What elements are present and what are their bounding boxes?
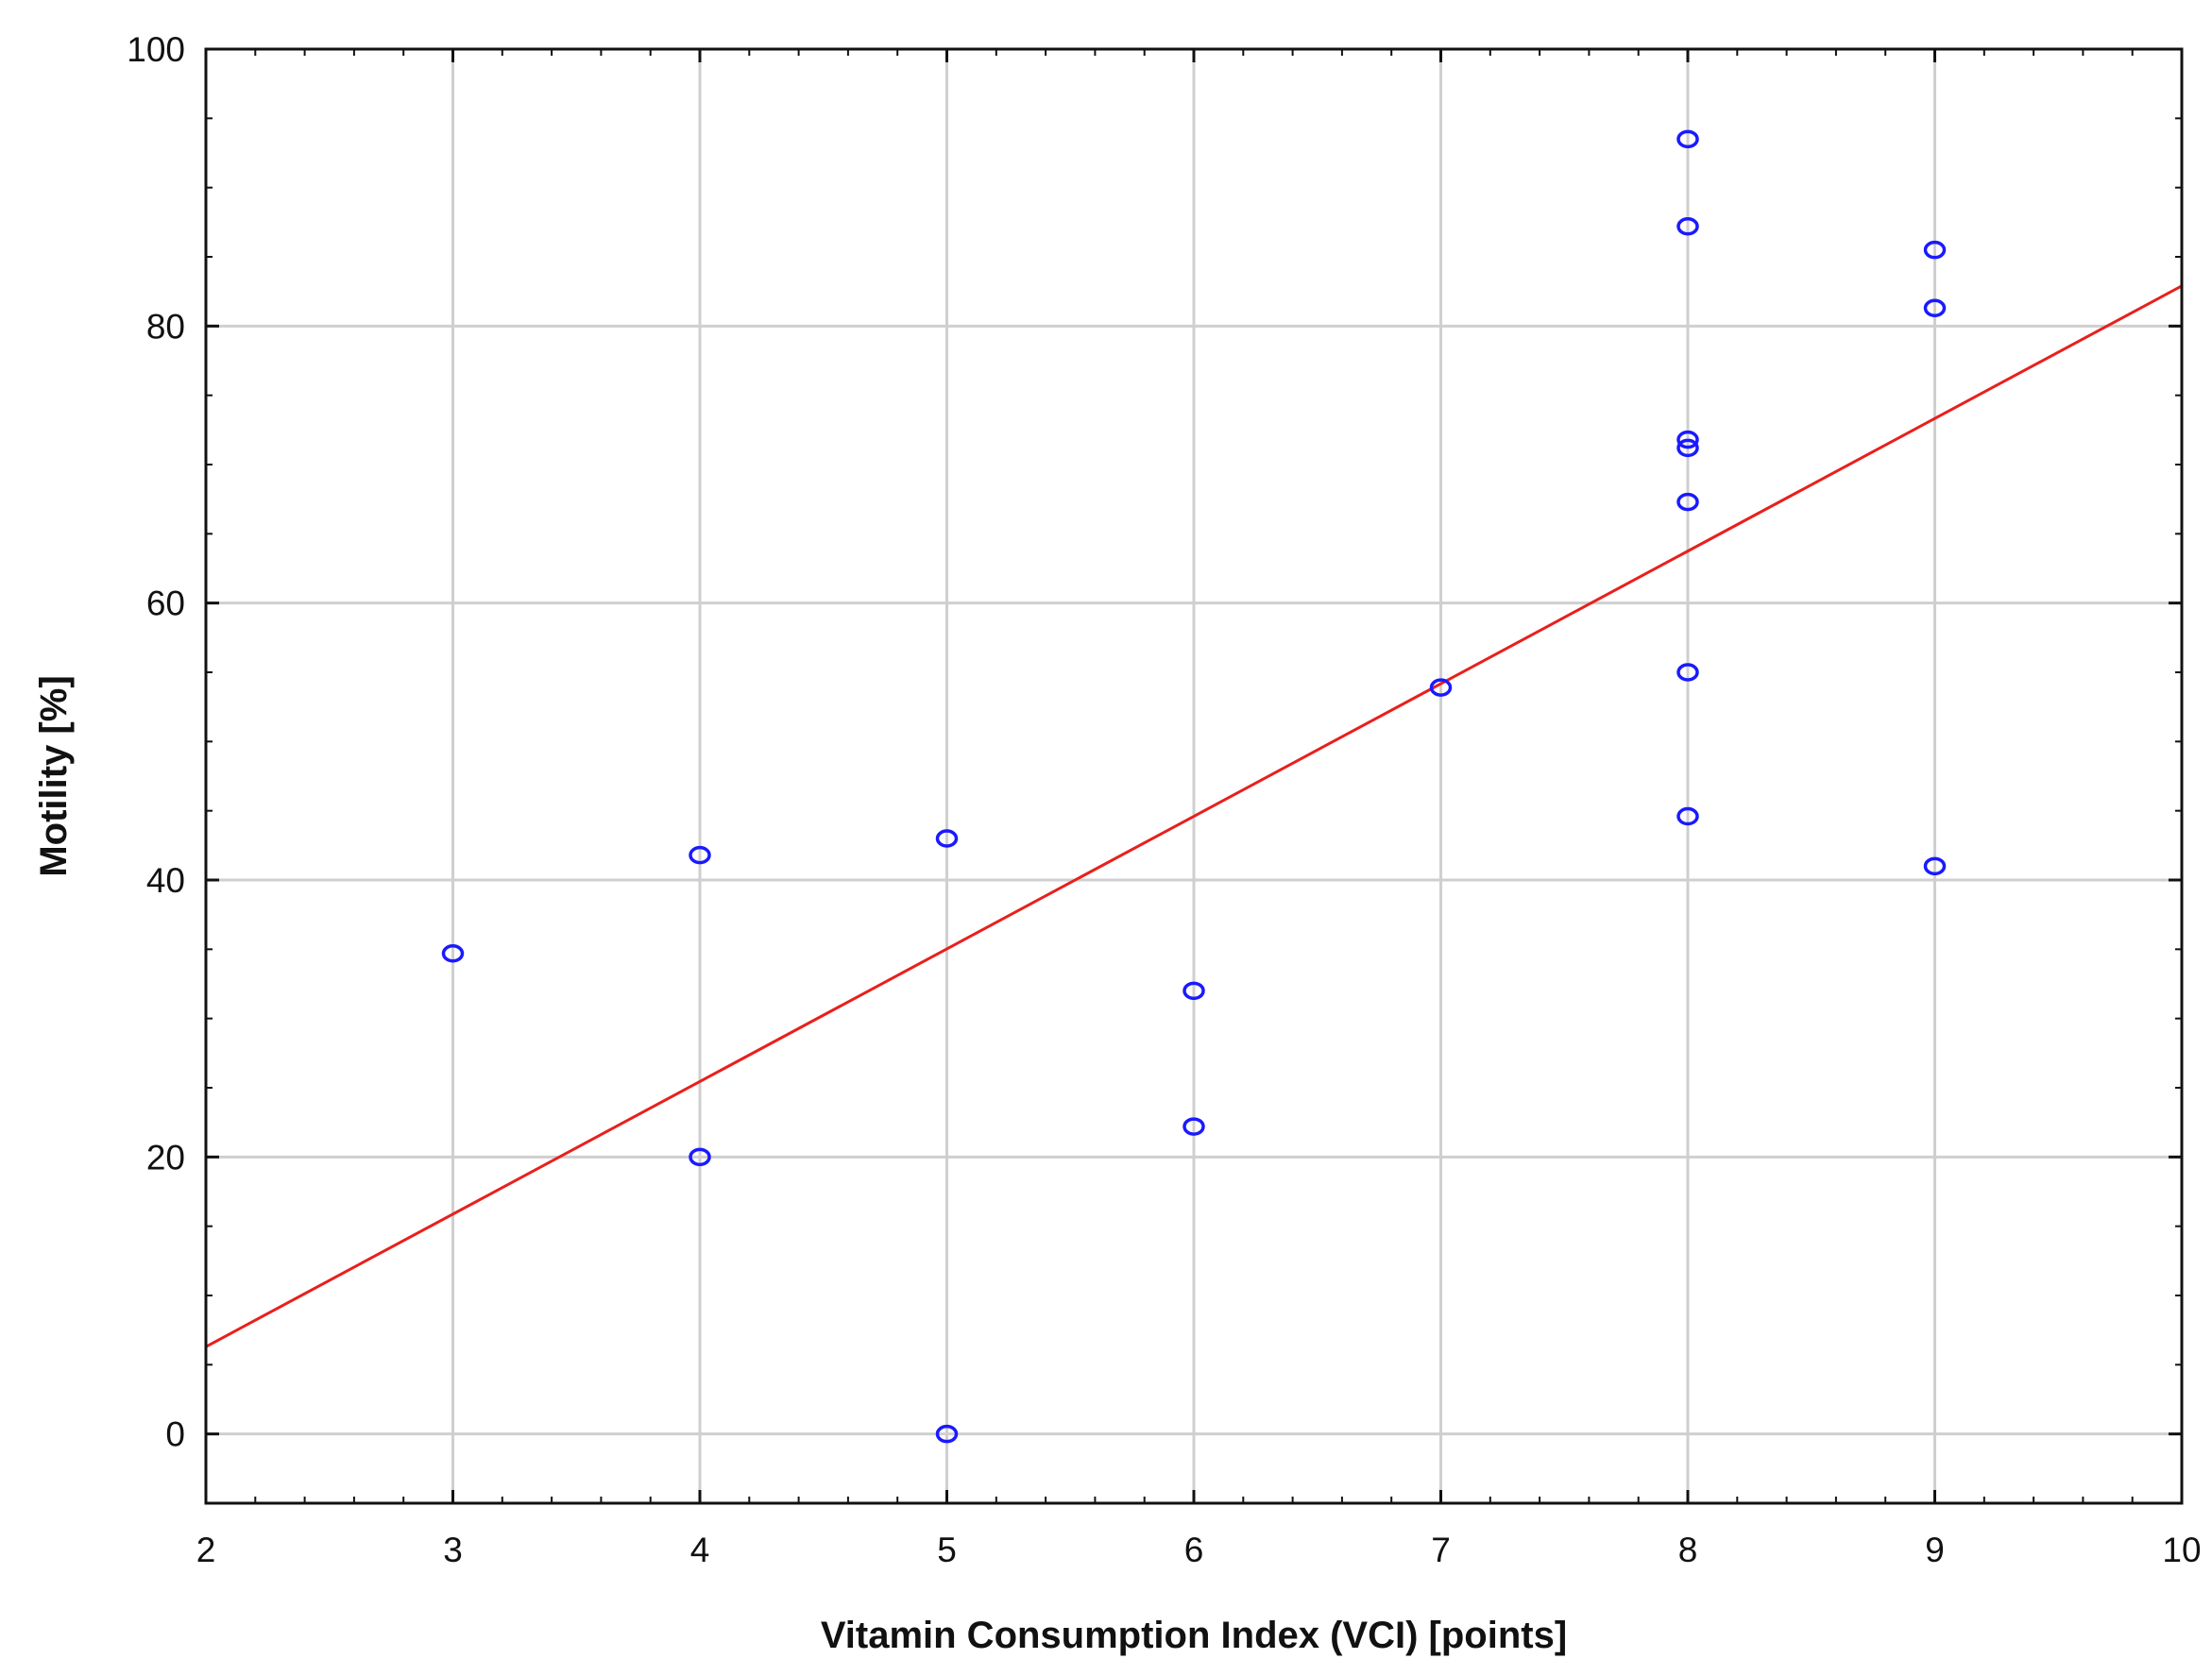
scatter-point [689, 845, 711, 865]
x-axis-title: Vitamin Consumption Index (VCI) [points] [821, 1615, 1567, 1656]
scatter-point [1676, 663, 1699, 682]
scatter-point [1923, 298, 1947, 318]
x-tick-label: 3 [443, 1531, 463, 1569]
scatter-point [1676, 129, 1699, 149]
x-tick-label: 5 [937, 1531, 957, 1569]
scatter-point [1923, 856, 1947, 876]
y-tick-label: 100 [127, 30, 185, 69]
grid [206, 49, 2182, 1503]
x-tick-label: 8 [1678, 1531, 1698, 1569]
scatter-point [1183, 1117, 1205, 1136]
scatter-point [1676, 806, 1699, 826]
scatter-point [935, 829, 959, 848]
x-tick-label: 4 [690, 1531, 710, 1569]
regression-line [205, 284, 2183, 1348]
scatter-point [441, 943, 465, 963]
x-tick-label: 10 [2162, 1531, 2201, 1569]
plot-frame [204, 47, 2184, 1505]
scatter-point [1676, 430, 1699, 449]
scatter-point [1676, 492, 1699, 512]
y-tick-label: 20 [146, 1138, 185, 1177]
data-points [441, 129, 1947, 1444]
x-tick-label: 6 [1184, 1531, 1204, 1569]
fit-line-group [205, 284, 2183, 1348]
x-tick-label: 9 [1925, 1531, 1945, 1569]
scatter-point [1676, 438, 1699, 458]
scatter-point [689, 1147, 711, 1167]
x-tick-label: 2 [196, 1531, 216, 1569]
y-tick-label: 60 [146, 584, 185, 623]
scatter-point [1676, 216, 1699, 236]
x-tick-label: 7 [1431, 1531, 1451, 1569]
scatter-point [935, 1424, 959, 1444]
y-tick-label: 40 [146, 861, 185, 900]
y-tick-label: 80 [146, 307, 185, 346]
y-axis-title: Motility [%] [33, 675, 75, 876]
y-tick-label: 0 [165, 1415, 185, 1454]
scatter-point [1183, 981, 1205, 1001]
scatter-point [1923, 240, 1947, 260]
scatter-point [1429, 678, 1453, 697]
